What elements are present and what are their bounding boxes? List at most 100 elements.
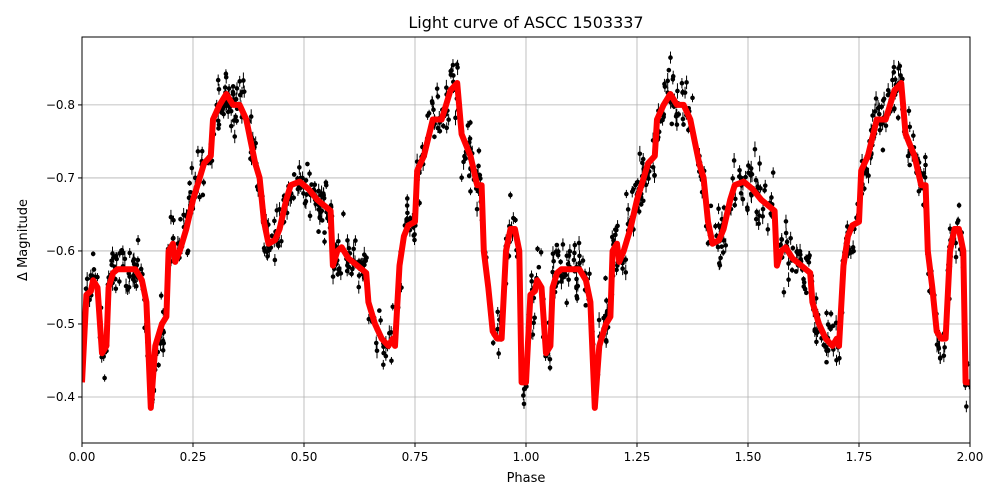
- data-point: [583, 303, 589, 308]
- data-point: [828, 311, 834, 317]
- data-point: [234, 86, 240, 91]
- data-point: [823, 344, 829, 350]
- data-point: [675, 88, 680, 94]
- data-point: [730, 176, 736, 181]
- data-point: [84, 276, 90, 282]
- data-point: [680, 116, 686, 122]
- data-point: [878, 121, 884, 127]
- data-point: [907, 124, 913, 130]
- data-point: [824, 359, 829, 365]
- data-point: [199, 148, 205, 154]
- data-point: [770, 170, 776, 175]
- data-point: [189, 165, 195, 171]
- data-point: [757, 213, 762, 218]
- data-point: [814, 339, 819, 345]
- data-point: [356, 284, 362, 290]
- data-point: [620, 266, 625, 271]
- data-point: [317, 214, 323, 220]
- data-point: [307, 213, 313, 219]
- data-point: [669, 121, 675, 127]
- data-point: [753, 216, 759, 222]
- y-ticks: −0.8 −0.7 −0.6 −0.5 −0.4: [46, 98, 82, 404]
- data-point: [551, 258, 556, 264]
- data-point: [90, 251, 96, 257]
- data-point: [521, 393, 526, 398]
- data-point: [228, 123, 234, 129]
- data-point: [873, 96, 879, 101]
- data-point: [168, 214, 174, 220]
- data-point: [681, 122, 686, 127]
- data-point: [550, 251, 556, 257]
- data-point: [769, 195, 774, 200]
- data-point: [132, 278, 137, 284]
- data-point: [230, 91, 236, 97]
- data-point: [571, 257, 577, 263]
- data-point: [122, 256, 128, 262]
- data-point: [905, 153, 911, 159]
- data-point: [732, 202, 738, 208]
- data-point: [216, 126, 221, 131]
- data-point: [738, 190, 744, 196]
- data-point: [274, 208, 280, 213]
- data-point: [432, 134, 437, 140]
- data-point: [350, 266, 355, 272]
- data-point: [801, 280, 807, 285]
- data-point: [923, 154, 928, 160]
- model-line: [82, 80, 970, 411]
- data-point: [668, 55, 673, 60]
- data-point: [883, 123, 889, 129]
- data-point: [110, 251, 115, 256]
- data-point: [223, 71, 229, 77]
- data-point: [637, 151, 643, 157]
- data-point: [267, 247, 272, 253]
- x-axis-label: Phase: [507, 471, 546, 486]
- data-point: [754, 209, 760, 215]
- data-point: [307, 171, 312, 176]
- data-point: [453, 115, 458, 121]
- data-point: [221, 111, 226, 117]
- data-point: [303, 178, 309, 183]
- data-point: [521, 401, 527, 407]
- data-point: [567, 249, 573, 254]
- data-point: [733, 196, 738, 202]
- data-point: [430, 100, 435, 106]
- y-tick-label: −0.7: [46, 171, 75, 185]
- data-point: [906, 108, 912, 114]
- data-point: [200, 192, 206, 198]
- data-point: [719, 244, 725, 249]
- data-point: [640, 198, 646, 204]
- data-point: [295, 186, 301, 192]
- data-point: [802, 286, 808, 292]
- data-point: [625, 207, 631, 212]
- data-point: [753, 177, 759, 183]
- data-point: [716, 206, 721, 212]
- data-point: [731, 158, 737, 163]
- data-point: [566, 277, 571, 282]
- data-point: [572, 250, 577, 256]
- data-point: [454, 62, 460, 67]
- y-axis-label: Δ Magnitude: [16, 199, 31, 281]
- data-point: [937, 356, 943, 361]
- data-point: [891, 64, 897, 70]
- data-point: [574, 284, 579, 289]
- data-point: [434, 86, 440, 91]
- x-tick-label: 0.25: [180, 450, 207, 464]
- data-point: [596, 317, 602, 323]
- data-point: [690, 95, 695, 101]
- data-point: [566, 253, 572, 258]
- data-point: [614, 227, 619, 233]
- data-point: [241, 89, 247, 94]
- data-point: [95, 274, 100, 280]
- data-point: [161, 340, 167, 346]
- data-point: [624, 191, 629, 197]
- data-point: [349, 271, 354, 277]
- data-point: [577, 253, 582, 259]
- data-point: [448, 72, 454, 78]
- data-point: [717, 263, 723, 268]
- data-point: [309, 182, 314, 187]
- data-point: [757, 161, 762, 166]
- data-point: [880, 98, 886, 103]
- data-point: [885, 87, 891, 93]
- data-point: [226, 86, 232, 91]
- data-point: [237, 79, 242, 84]
